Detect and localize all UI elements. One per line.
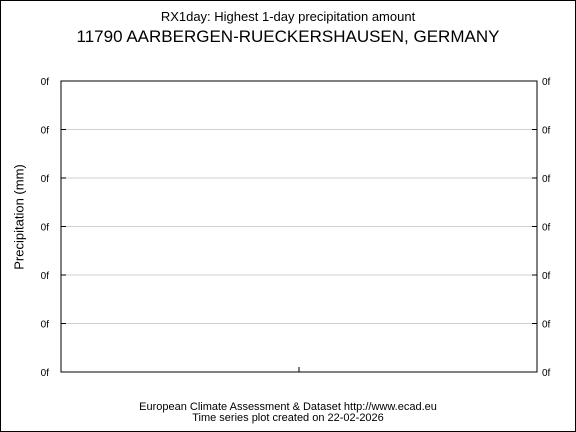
y-tick-label-right: 0f	[542, 174, 551, 185]
y-tick-label-right: 0f	[542, 368, 551, 379]
y-tick-label-left: 0f	[41, 77, 50, 88]
y-tick-label-right: 0f	[542, 77, 551, 88]
y-tick-label-left: 0f	[41, 126, 50, 137]
y-tick-label-right: 0f	[542, 223, 551, 234]
y-tick-label-left: 0f	[41, 368, 50, 379]
y-tick-label-left: 0f	[41, 271, 50, 282]
chart-subtitle: 11790 AARBERGEN-RUECKERSHAUSEN, GERMANY	[76, 27, 500, 46]
y-tick-label-right: 0f	[542, 320, 551, 331]
y-tick-label-left: 0f	[41, 320, 50, 331]
y-tick-label-left: 0f	[41, 223, 50, 234]
footer-created: Time series plot created on 22-02-2026	[192, 412, 384, 424]
y-tick-label-right: 0f	[542, 271, 551, 282]
y-tick-label-left: 0f	[41, 174, 50, 185]
y-tick-label-right: 0f	[542, 126, 551, 137]
footer-source: European Climate Assessment & Dataset ht…	[139, 401, 437, 413]
chart-title: RX1day: Highest 1-day precipitation amou…	[160, 9, 416, 24]
